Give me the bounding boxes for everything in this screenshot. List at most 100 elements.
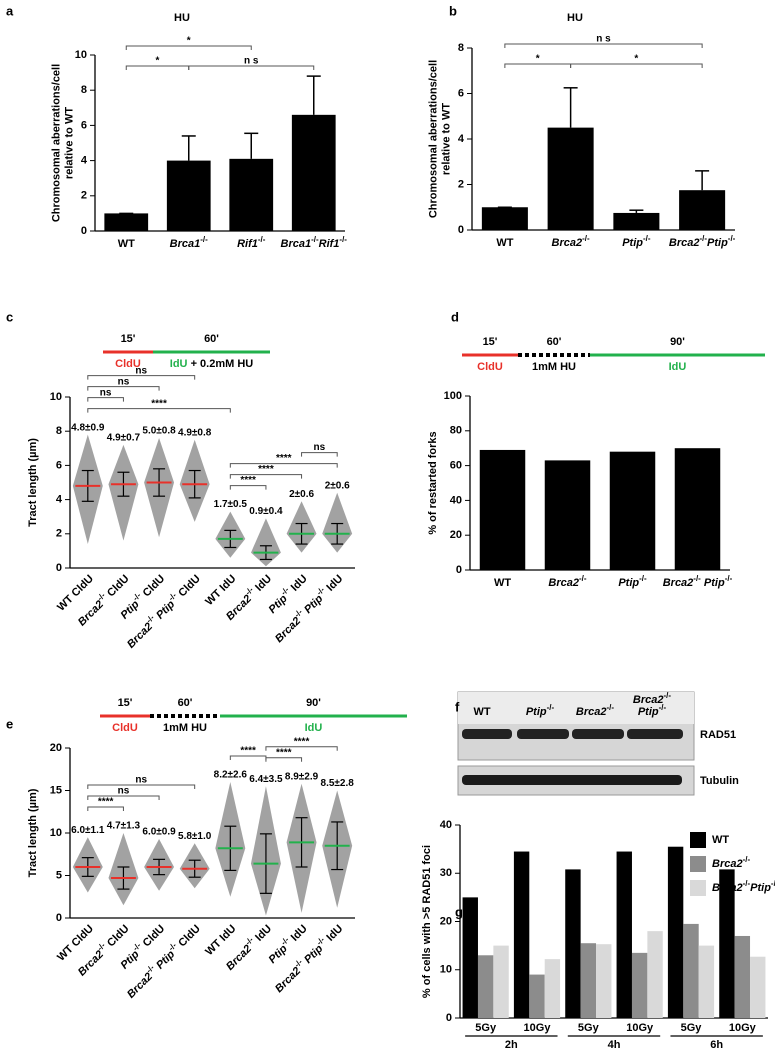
y-tick-label: 6 bbox=[458, 87, 464, 99]
bar bbox=[479, 449, 526, 570]
significance-bracket bbox=[87, 784, 196, 789]
x-tick-label: 10Gy bbox=[626, 1022, 654, 1034]
significance-bracket bbox=[229, 474, 303, 479]
bar bbox=[616, 851, 632, 1018]
lane-label: Brca2-/- bbox=[576, 703, 614, 718]
y-tick-label: 2 bbox=[81, 190, 87, 202]
bar bbox=[750, 956, 766, 1018]
y-tick-label: 20 bbox=[50, 742, 62, 754]
y-tick-label: 5 bbox=[56, 869, 62, 881]
y-tick-label: 40 bbox=[440, 819, 452, 831]
band-label: Tubulin bbox=[700, 775, 739, 787]
y-tick-label: 4 bbox=[458, 133, 465, 145]
y-axis-label: relative to WT bbox=[63, 107, 75, 179]
y-axis-label: Chromosomal aberrations/cell bbox=[427, 60, 439, 218]
x-tick-label: 10Gy bbox=[524, 1022, 552, 1034]
x-tick-label: Brca1-/- bbox=[170, 235, 208, 250]
bar bbox=[481, 207, 528, 230]
y-tick-label: 20 bbox=[450, 529, 462, 541]
significance-label: n s bbox=[244, 56, 259, 67]
y-tick-label: 10 bbox=[50, 391, 62, 403]
bar bbox=[631, 952, 648, 1018]
significance-bracket bbox=[301, 452, 338, 457]
bar bbox=[544, 460, 591, 570]
schematic-label: 1mM HU bbox=[532, 361, 576, 373]
schematic-label: CldU bbox=[112, 722, 138, 734]
significance-label: * bbox=[187, 36, 191, 47]
bar bbox=[565, 869, 581, 1018]
panel-letter: f bbox=[455, 699, 460, 714]
y-tick-label: 2 bbox=[56, 528, 62, 540]
y-axis-label: Tract length (µm) bbox=[27, 788, 39, 877]
schematic-agent: IdU bbox=[669, 361, 687, 373]
panel-letter: d bbox=[451, 309, 459, 324]
schematic-time: 60' bbox=[204, 333, 219, 345]
value-label: 5.8±1.0 bbox=[178, 831, 212, 842]
blot-band bbox=[462, 729, 512, 739]
significance-label: **** bbox=[98, 797, 114, 808]
schematic-agent: CldU bbox=[112, 722, 138, 734]
significance-label: **** bbox=[151, 398, 167, 409]
x-tick-label: WT IdU bbox=[203, 573, 238, 608]
value-label: 2±0.6 bbox=[325, 480, 350, 491]
y-tick-label: 4 bbox=[81, 155, 88, 167]
bar bbox=[609, 451, 656, 570]
bar bbox=[104, 213, 149, 231]
value-label: 4.9±0.8 bbox=[178, 427, 212, 438]
significance-label: **** bbox=[294, 736, 310, 747]
bar bbox=[291, 114, 336, 231]
panel-letter: a bbox=[6, 3, 14, 18]
significance-bracket bbox=[229, 485, 267, 490]
group-label: 2h bbox=[505, 1039, 518, 1050]
value-label: 8.5±2.8 bbox=[321, 778, 355, 789]
x-tick-label: Brca1-/-Rif1-/- bbox=[281, 235, 348, 250]
significance-label: * bbox=[634, 54, 638, 65]
significance-label: **** bbox=[258, 464, 274, 475]
band-label: RAD51 bbox=[700, 729, 736, 741]
x-tick-label: 10Gy bbox=[729, 1022, 757, 1034]
y-axis-label: relative to WT bbox=[440, 103, 452, 175]
bar bbox=[674, 448, 721, 570]
bar bbox=[477, 955, 494, 1018]
value-label: 6.0±1.1 bbox=[71, 825, 105, 836]
x-tick-label: Rif1-/- bbox=[237, 235, 266, 250]
y-tick-label: 30 bbox=[440, 867, 452, 879]
x-tick-label: 5Gy bbox=[578, 1022, 600, 1034]
value-label: 6.4±3.5 bbox=[249, 774, 283, 785]
y-axis-label: % of cells with >5 RAD51 foci bbox=[421, 845, 433, 998]
y-tick-label: 2 bbox=[458, 178, 464, 190]
bar bbox=[719, 869, 735, 1018]
y-tick-label: 10 bbox=[50, 827, 62, 839]
significance-label: ns bbox=[135, 775, 147, 786]
significance-label: * bbox=[536, 54, 540, 65]
blot-band bbox=[572, 729, 624, 739]
significance-bracket bbox=[570, 63, 703, 68]
legend-label: Brca2-/- bbox=[712, 855, 750, 870]
bar bbox=[596, 944, 612, 1018]
legend-swatch bbox=[690, 832, 706, 848]
schematic-time: 90' bbox=[306, 697, 321, 709]
significance-bracket bbox=[87, 375, 196, 380]
y-tick-label: 8 bbox=[81, 84, 87, 96]
y-tick-label: 15 bbox=[50, 784, 62, 796]
y-tick-label: 20 bbox=[440, 915, 452, 927]
schematic-time: 15' bbox=[483, 336, 498, 348]
y-tick-label: 80 bbox=[450, 425, 462, 437]
schematic-agent: IdU bbox=[170, 358, 188, 370]
x-tick-label: Ptip-/- bbox=[618, 574, 647, 589]
value-label: 1.7±0.5 bbox=[214, 499, 248, 510]
significance-label: ns bbox=[100, 387, 112, 398]
schematic-label: IdU bbox=[669, 361, 687, 373]
schematic-label: IdU bbox=[305, 722, 323, 734]
panel-letter: g bbox=[455, 904, 463, 919]
schematic-time: 60' bbox=[178, 697, 193, 709]
y-tick-label: 0 bbox=[446, 1012, 452, 1024]
panel-letter: e bbox=[6, 716, 13, 731]
x-tick-label: Brca2-/- bbox=[548, 574, 586, 589]
lane-label: Brca2-/- bbox=[633, 691, 671, 706]
y-tick-label: 100 bbox=[444, 390, 462, 402]
significance-bracket bbox=[188, 65, 315, 70]
schematic-time: 15' bbox=[118, 697, 133, 709]
y-tick-label: 0 bbox=[458, 224, 464, 236]
